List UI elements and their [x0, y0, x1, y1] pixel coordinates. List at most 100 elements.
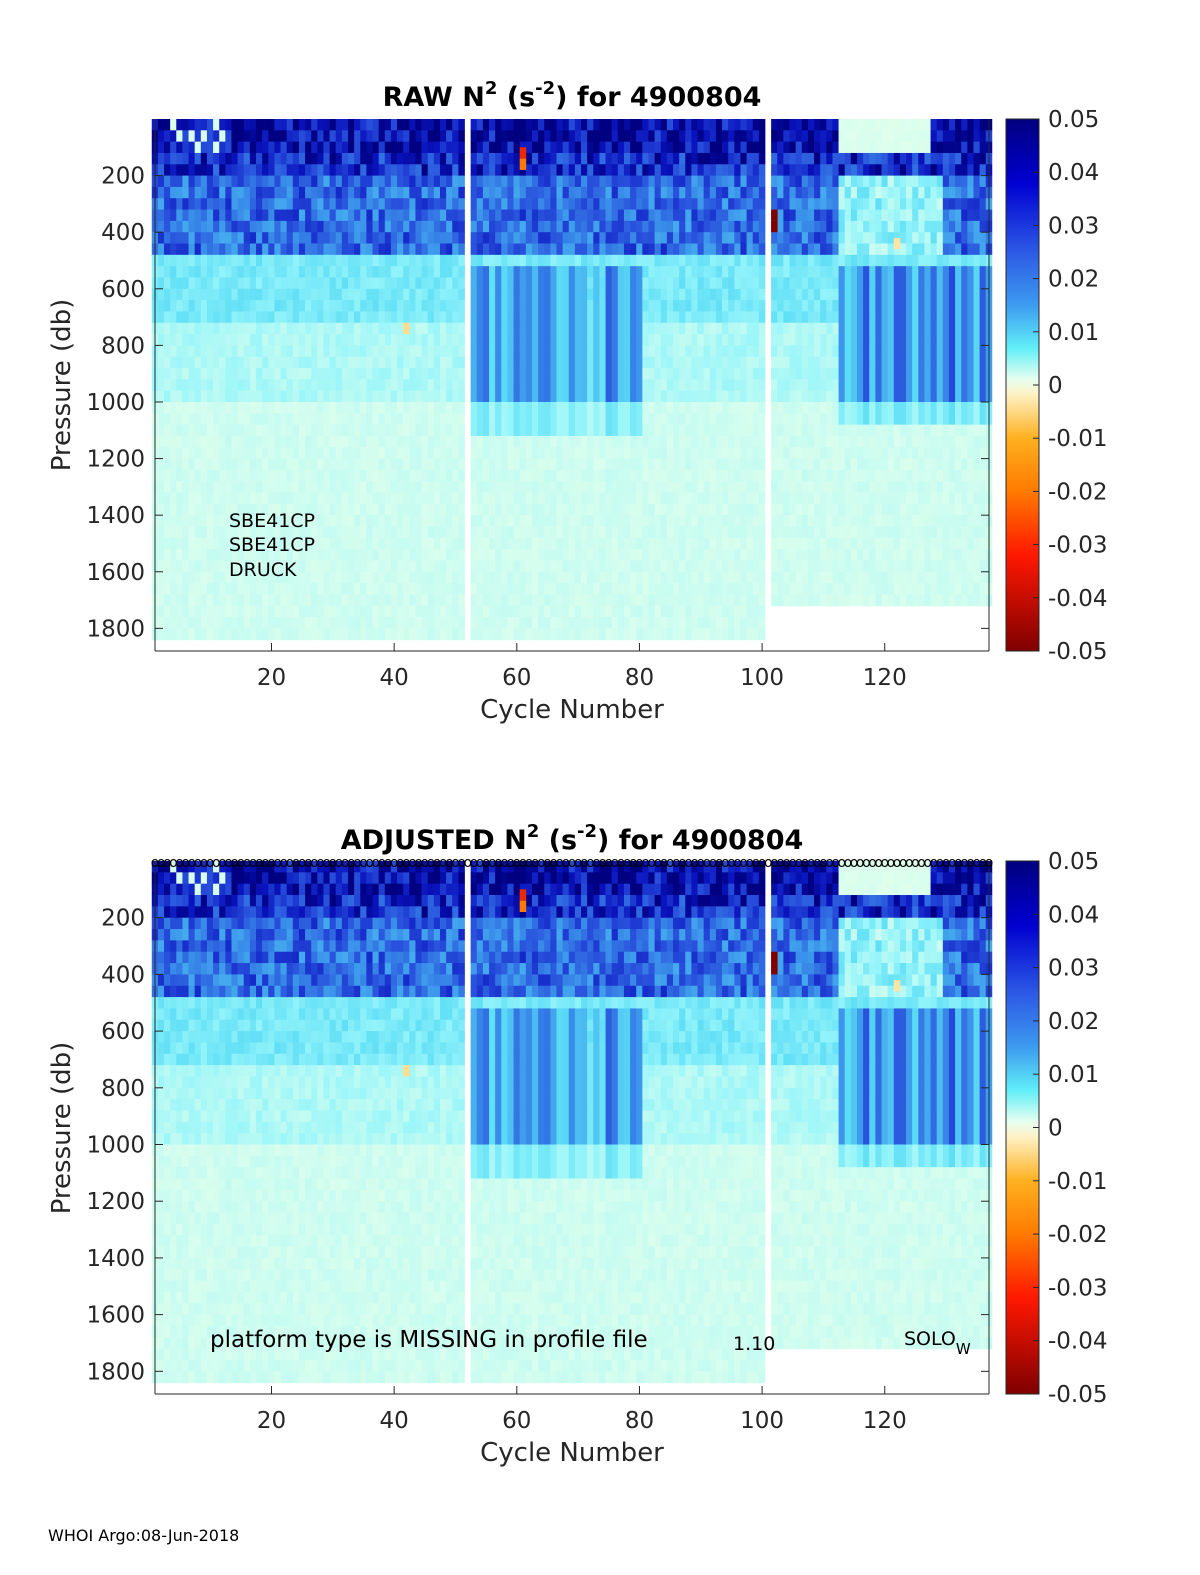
heatmap-cell: [709, 175, 717, 188]
heatmap-cell: [752, 254, 760, 267]
heatmap-cell: [832, 130, 839, 143]
heatmap-cell: [280, 130, 288, 143]
heatmap-cell: [660, 401, 668, 414]
heatmap-cell: [157, 424, 165, 437]
heatmap-cell: [372, 152, 380, 165]
heatmap-cell: [581, 401, 588, 414]
heatmap-cell: [587, 571, 594, 584]
heatmap-cell: [673, 617, 680, 629]
heatmap-cell: [771, 537, 778, 550]
heatmap-cell: [550, 277, 557, 290]
heatmap-cell: [206, 401, 214, 414]
heatmap-cell: [164, 334, 171, 346]
heatmap-cell: [286, 277, 294, 290]
heatmap-cell: [636, 560, 643, 573]
heatmap-cell: [531, 571, 539, 584]
heatmap-cell: [605, 198, 613, 211]
heatmap-cell: [298, 152, 306, 165]
heatmap-cell: [317, 164, 324, 177]
heatmap-cell: [458, 198, 465, 211]
heatmap-cell: [323, 549, 330, 561]
heatmap-cell: [703, 198, 711, 211]
heatmap-cell: [820, 243, 827, 256]
heatmap-cell: [648, 390, 655, 403]
heatmap-cell: [660, 379, 668, 392]
heatmap-cell: [673, 345, 680, 358]
heatmap-cell: [421, 311, 429, 324]
heatmap-cell: [691, 549, 698, 561]
heatmap-cell: [531, 232, 539, 245]
heatmap-cell: [519, 379, 527, 392]
heatmap-cell: [298, 243, 306, 256]
heatmap-cell: [740, 232, 747, 245]
heatmap-cell: [231, 481, 238, 494]
heatmap-cell: [574, 413, 582, 426]
heatmap-cell: [446, 515, 453, 527]
heatmap-cell: [703, 390, 711, 403]
heatmap-cell: [820, 322, 827, 335]
heatmap-cell: [476, 368, 484, 380]
heatmap-cell: [237, 594, 245, 607]
heatmap-cell: [623, 220, 631, 233]
heatmap-cell: [642, 469, 649, 482]
heatmap-cell: [820, 356, 827, 369]
heatmap-cell: [525, 492, 533, 505]
heatmap-cell: [237, 469, 245, 482]
heatmap-cell: [323, 560, 330, 573]
heatmap-cell: [170, 481, 177, 494]
heatmap-cell: [164, 141, 171, 154]
heatmap-cell: [679, 447, 686, 460]
heatmap-cell: [734, 435, 741, 448]
heatmap-cell: [476, 503, 484, 516]
heatmap-cell: [531, 368, 539, 380]
heatmap-cell: [170, 560, 177, 573]
heatmap-cell: [194, 413, 202, 426]
heatmap-cell: [231, 413, 238, 426]
heatmap-cell: [372, 220, 380, 233]
heatmap-cell: [623, 198, 631, 211]
heatmap-cell: [298, 617, 306, 629]
heatmap-cell: [170, 379, 177, 392]
heatmap-cell: [648, 458, 655, 471]
heatmap-cell: [470, 413, 478, 426]
heatmap-cell: [366, 141, 373, 154]
heatmap-cell: [403, 583, 410, 595]
heatmap-cell: [378, 209, 386, 222]
heatmap-cell: [507, 503, 514, 516]
heatmap-cell: [298, 492, 306, 505]
heatmap-cell: [513, 379, 521, 392]
heatmap-cell: [789, 322, 797, 335]
heatmap-cell: [323, 152, 330, 165]
heatmap-cell: [777, 300, 784, 312]
heatmap-cell: [599, 288, 606, 301]
heatmap-cell: [347, 130, 355, 143]
heatmap-cell: [403, 277, 410, 290]
heatmap-cell: [752, 560, 760, 573]
heatmap-cell: [157, 152, 165, 165]
heatmap-cell: [617, 424, 625, 437]
heatmap-cell: [574, 186, 582, 199]
heatmap-cell: [292, 322, 300, 335]
heatmap-cell: [746, 424, 754, 437]
heatmap-cell: [636, 571, 643, 584]
heatmap-cell: [599, 141, 606, 154]
heatmap-cell: [470, 311, 478, 324]
heatmap-cell: [513, 594, 521, 607]
heatmap-cell: [746, 334, 754, 346]
heatmap-cell: [347, 413, 355, 426]
heatmap-cell: [482, 152, 490, 165]
heatmap-cell: [673, 152, 680, 165]
heatmap-cell: [384, 401, 392, 414]
heatmap-cell: [501, 198, 508, 211]
heatmap-cell: [728, 209, 735, 222]
heatmap-cell: [489, 447, 496, 460]
heatmap-cell: [562, 628, 570, 641]
heatmap-cell: [801, 583, 809, 595]
heatmap-cell: [188, 186, 196, 199]
heatmap-cell: [666, 526, 674, 539]
heatmap-cell: [685, 311, 692, 324]
heatmap-cell: [734, 266, 741, 278]
heatmap-cell: [605, 379, 613, 392]
heatmap-cell: [795, 334, 803, 346]
heatmap-cell: [623, 186, 631, 199]
